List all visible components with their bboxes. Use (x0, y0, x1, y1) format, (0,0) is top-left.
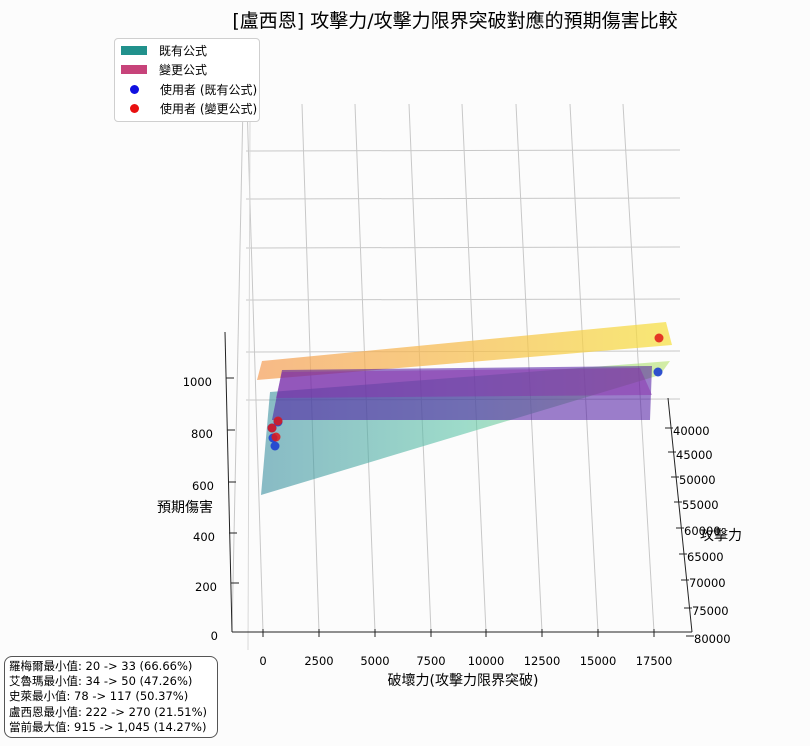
stat-line: 當前最大值: 915 -> 1,045 (14.27%) (9, 719, 207, 734)
legend-marker-user-existing (130, 84, 139, 94)
point-user-changed (273, 416, 283, 426)
point-user-existing (653, 367, 663, 377)
y-tick-label: 50000 (679, 473, 716, 487)
point-user-changed (271, 432, 281, 442)
z-tick-label: 200 (195, 580, 217, 594)
grid-line-wall (231, 103, 244, 633)
y-tick-label: 45000 (676, 448, 713, 462)
z-tick-label: 400 (193, 530, 215, 544)
x-tick-label: 5000 (360, 654, 389, 668)
y-tick-label: 70000 (689, 576, 726, 590)
y-axis-line (667, 397, 693, 633)
surface-overlap (272, 366, 652, 420)
point-user-changed (654, 333, 664, 343)
y-axis-label: 攻擊力 (700, 527, 742, 544)
z-tick-label: 800 (191, 427, 213, 441)
legend-label-user-changed: 使用者 (變更公式) (160, 101, 258, 116)
stat-line: 艾魯瑪最小值: 34 -> 50 (47.26%) (9, 674, 193, 689)
legend-item-changed: 變更公式 (121, 60, 207, 78)
y-tick-label: 80000 (694, 632, 731, 646)
legend-label-changed: 變更公式 (159, 62, 208, 77)
y-tick-label: 75000 (692, 604, 729, 618)
x-tick-label: 0 (259, 654, 266, 668)
y-tick-label: 40000 (673, 424, 710, 438)
legend-item-user-existing: 使用者 (既有公式) (121, 80, 257, 98)
legend-item-user-changed: 使用者 (變更公式) (121, 99, 257, 117)
y-tick-label: 55000 (682, 498, 719, 512)
data-points (267, 333, 664, 451)
legend-swatch-existing (121, 45, 147, 55)
x-axis-label: 破壞力(攻擊力限界突破) (388, 672, 539, 689)
legend-swatch-changed (121, 64, 147, 74)
legend: 既有公式 變更公式 使用者 (既有公式) 使用者 (變更公式) (114, 38, 260, 122)
surfaces (257, 322, 672, 495)
z-axis-label: 預期傷害 (157, 500, 213, 516)
chart-title: [盧西恩] 攻擊力/攻擊力限界突破對應的預期傷害比較 (232, 10, 678, 32)
grid-line-z (245, 246, 681, 249)
x-tick-label: 17500 (636, 654, 673, 668)
x-tick-label: 2500 (304, 654, 333, 668)
stat-line: 盧西恩最小值: 222 -> 270 (21.51%) (9, 704, 208, 719)
z-tick-label: 600 (192, 479, 214, 493)
z-tick-label: 0 (211, 629, 218, 643)
z-tick-label: 1000 (183, 375, 212, 389)
legend-label-existing: 既有公式 (159, 43, 208, 58)
x-tick-label: 7500 (416, 654, 445, 668)
stat-line: 羅梅爾最小值: 20 -> 33 (66.66%) (9, 659, 193, 673)
legend-item-existing: 既有公式 (121, 41, 207, 59)
grid-line-z (245, 197, 681, 200)
x-tick-label: 10000 (468, 654, 505, 668)
stats-box: 羅梅爾最小值: 20 -> 33 (66.66%) 艾魯瑪最小值: 34 -> … (4, 656, 218, 739)
grid-line-wall (247, 119, 251, 651)
x-tick-label: 12500 (524, 654, 561, 668)
legend-marker-user-changed (130, 103, 139, 113)
grid-line-x (408, 103, 432, 633)
y-tick-label: 60000 (684, 524, 721, 538)
grid-line-z (245, 298, 681, 301)
surface-overlap-top (276, 368, 652, 398)
x-tick-label: 15000 (580, 654, 617, 668)
axes: 0 2500 5000 7500 10000 12500 15000 17500破壞力(攻擊力… (157, 331, 742, 689)
grid-line-z (245, 149, 681, 152)
stat-line: 史萊最小值: 78 -> 117 (50.37%) (9, 689, 189, 704)
legend-label-user-existing: 使用者 (既有公式) (160, 82, 258, 97)
point-user-changed (267, 423, 277, 433)
y-tick-label: 65000 (687, 550, 724, 564)
point-user-existing (270, 441, 280, 451)
surface-changed (257, 322, 672, 380)
